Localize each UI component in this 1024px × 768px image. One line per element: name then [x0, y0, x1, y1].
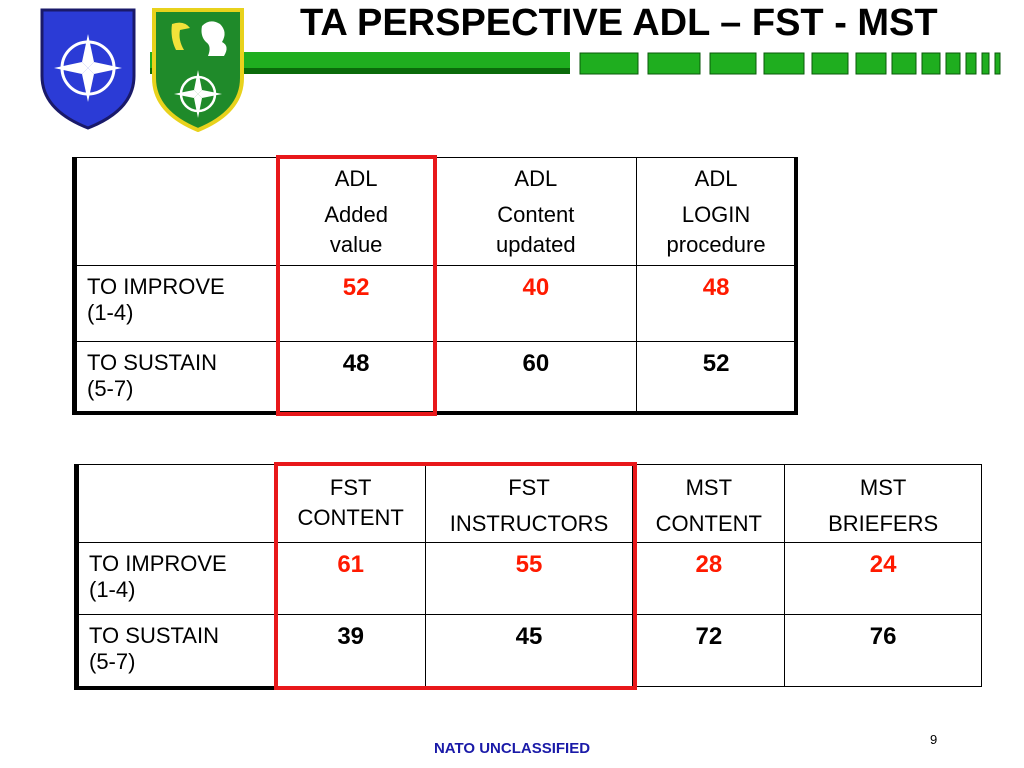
corner-cell: [76, 157, 278, 266]
row-header: TO IMPROVE (1-4): [76, 265, 278, 342]
column-header: MST BRIEFERS: [784, 464, 982, 543]
value: 52: [342, 274, 370, 301]
column-header: ADL Content updated: [434, 157, 638, 266]
value: 60: [522, 350, 550, 377]
column-header-line: LOGIN: [681, 202, 751, 227]
table-cell: 52: [276, 265, 436, 342]
table-cell: 48: [636, 265, 796, 342]
row-header: TO IMPROVE (1-4): [78, 542, 277, 615]
value: 72: [695, 623, 723, 650]
value: 48: [342, 350, 370, 377]
table-cell: 28: [632, 542, 786, 615]
column-header: FST CONTENT: [275, 464, 426, 543]
table-cell: 76: [784, 614, 982, 687]
row-label-range: (5-7): [87, 376, 134, 401]
column-header-line: Added: [324, 202, 388, 227]
value: 24: [869, 551, 897, 578]
nato-shield-blue-icon: [40, 8, 136, 130]
row-label-range: (1-4): [87, 300, 134, 325]
column-header-line: FST: [508, 475, 550, 500]
value: 61: [337, 551, 365, 578]
table-row: TO IMPROVE (1-4) 52 40 48: [76, 265, 796, 342]
green-shield-lion-compass-icon: [152, 8, 244, 132]
table-header-row: FST CONTENT FST INSTRUCTORS MST CONTENT …: [78, 464, 982, 543]
row-label-range: (5-7): [89, 649, 136, 674]
page-number: 9: [930, 732, 938, 747]
row-header: TO SUSTAIN (5-7): [78, 614, 277, 687]
column-header-line: ADL: [694, 166, 738, 191]
corner-cell: [78, 464, 277, 543]
row-label: TO SUSTAIN: [87, 350, 217, 375]
column-header-line: ADL: [514, 166, 558, 191]
column-header-line: MST: [685, 475, 733, 500]
table-cell: 55: [424, 542, 634, 615]
value: 39: [337, 623, 365, 650]
table-cell: 52: [636, 341, 796, 412]
table-header-row: ADL Added value ADL Content updated ADL …: [76, 157, 796, 266]
adl-results-table: ADL Added value ADL Content updated ADL …: [76, 157, 796, 412]
table-cell: 45: [424, 614, 634, 687]
slide-title: TA PERSPECTIVE ADL – FST - MST: [300, 2, 938, 44]
row-label: TO SUSTAIN: [89, 623, 219, 648]
column-header-line: Content: [497, 202, 575, 227]
column-header-line: FST: [329, 475, 372, 500]
value: 55: [515, 551, 543, 578]
table1-shadow: [72, 157, 76, 415]
row-label: TO IMPROVE: [87, 274, 225, 299]
table-row: TO SUSTAIN (5-7) 39 45 72 76: [78, 614, 982, 687]
column-header-line: MST: [859, 475, 907, 500]
row-label: TO IMPROVE: [89, 551, 227, 576]
table2-shadow-bottom: [74, 686, 354, 690]
column-header-line: ADL: [334, 166, 378, 191]
column-header-line: value: [329, 232, 383, 257]
table-cell: 61: [275, 542, 426, 615]
row-header: TO SUSTAIN (5-7): [76, 341, 278, 412]
column-header: MST CONTENT: [632, 464, 786, 543]
table-cell: 40: [434, 265, 638, 342]
value: 28: [695, 551, 723, 578]
table-row: TO SUSTAIN (5-7) 48 60 52: [76, 341, 796, 412]
column-header-line: CONTENT: [655, 511, 762, 536]
value: 48: [702, 274, 730, 301]
table2-shadow: [74, 464, 78, 690]
column-header-line: CONTENT: [297, 505, 404, 530]
value: 76: [869, 623, 897, 650]
table-cell: 48: [276, 341, 436, 412]
row-label-range: (1-4): [89, 577, 136, 602]
column-header-line: BRIEFERS: [828, 511, 939, 536]
column-header-line: INSTRUCTORS: [449, 511, 609, 536]
value: 52: [702, 350, 730, 377]
fst-mst-results-table: FST CONTENT FST INSTRUCTORS MST CONTENT …: [78, 464, 982, 687]
table1-shadow-right: [794, 157, 798, 415]
column-header: ADL LOGIN procedure: [636, 157, 796, 266]
column-header-line: updated: [496, 232, 576, 257]
table-cell: 60: [434, 341, 638, 412]
table-row: TO IMPROVE (1-4) 61 55 28 24: [78, 542, 982, 615]
green-stripe-decoration: [150, 52, 1001, 75]
classification-footer: NATO UNCLASSIFIED: [433, 740, 591, 757]
value: 45: [515, 623, 543, 650]
column-header-line: procedure: [666, 232, 766, 257]
value: 40: [522, 274, 550, 301]
table-cell: 24: [784, 542, 982, 615]
table-cell: 39: [275, 614, 426, 687]
column-header: FST INSTRUCTORS: [424, 464, 634, 543]
column-header: ADL Added value: [276, 157, 436, 266]
table-cell: 72: [632, 614, 786, 687]
